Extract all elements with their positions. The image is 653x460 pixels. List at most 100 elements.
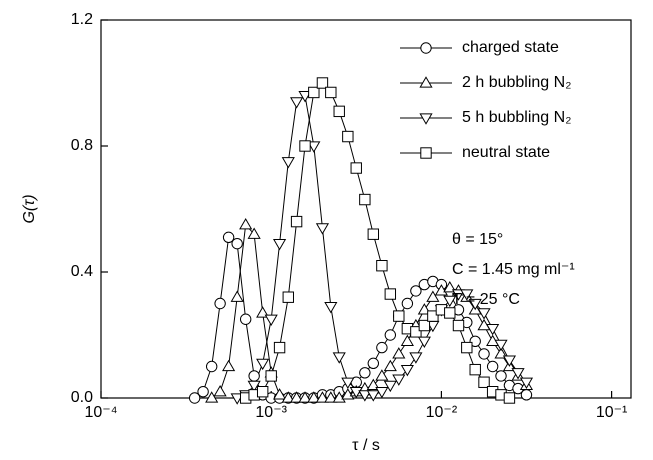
marker <box>392 347 406 359</box>
marker <box>426 290 440 302</box>
marker <box>503 392 516 404</box>
x-axis-label: τ / s <box>352 437 380 454</box>
marker <box>494 339 508 352</box>
marker <box>519 377 534 389</box>
marker <box>341 377 355 389</box>
marker <box>376 260 388 272</box>
marker <box>272 388 287 400</box>
marker <box>256 386 269 398</box>
marker <box>290 391 304 403</box>
marker <box>511 368 525 380</box>
marker <box>341 388 355 400</box>
marker <box>400 364 414 377</box>
marker <box>410 285 422 297</box>
marker <box>400 334 414 346</box>
marker <box>247 227 261 239</box>
marker <box>410 326 422 338</box>
marker <box>375 387 389 399</box>
marker <box>265 370 277 382</box>
marker <box>307 141 321 153</box>
marker <box>264 314 278 326</box>
marker <box>316 77 329 89</box>
marker <box>461 341 473 354</box>
marker <box>350 162 362 174</box>
marker <box>290 215 303 228</box>
marker <box>495 370 507 382</box>
legend-label: 5 h bubbling N₂ <box>462 109 571 126</box>
marker <box>486 324 500 336</box>
x-tick-label: 10⁻³ <box>255 404 287 421</box>
marker <box>349 387 363 399</box>
marker <box>231 237 243 250</box>
marker <box>418 319 431 332</box>
marker <box>477 308 491 320</box>
marker <box>315 223 330 235</box>
marker <box>272 238 287 251</box>
legend-marker <box>420 42 432 54</box>
marker <box>332 391 346 403</box>
marker <box>427 310 439 322</box>
legend-marker <box>420 147 432 159</box>
series-line <box>194 236 527 399</box>
legend-label: 2 h bubbling N₂ <box>462 74 571 91</box>
marker <box>332 352 346 364</box>
marker <box>248 370 260 382</box>
marker <box>401 297 414 310</box>
marker <box>502 355 517 367</box>
legend-marker <box>419 76 433 88</box>
marker <box>358 390 372 402</box>
x-tick-label: 10⁻⁴ <box>84 404 117 421</box>
marker <box>359 193 371 206</box>
marker <box>214 297 226 310</box>
marker <box>384 329 397 341</box>
marker <box>324 391 338 403</box>
marker <box>299 140 311 152</box>
marker <box>383 359 397 372</box>
marker <box>460 289 474 301</box>
x-tick-label: 10⁻¹ <box>596 404 628 421</box>
marker <box>478 376 490 388</box>
marker <box>298 90 312 103</box>
annotation: θ = 15° <box>452 231 503 248</box>
marker <box>444 307 456 319</box>
marker <box>486 360 499 373</box>
marker <box>443 295 457 308</box>
y-tick-label: 1.2 <box>71 11 93 28</box>
marker <box>281 157 295 169</box>
marker <box>452 319 465 332</box>
annotation: T = 25 °C <box>452 291 520 308</box>
legend-marker <box>419 113 433 125</box>
marker <box>282 291 294 303</box>
marker <box>230 290 244 302</box>
marker <box>384 288 397 300</box>
y-tick-label: 0.4 <box>71 263 93 280</box>
marker <box>256 358 270 371</box>
marker <box>205 391 219 403</box>
marker <box>376 341 388 354</box>
marker <box>197 386 209 398</box>
marker <box>366 390 380 402</box>
marker <box>281 391 295 403</box>
marker <box>308 86 320 99</box>
marker <box>213 384 227 397</box>
marker <box>342 130 354 143</box>
marker <box>325 86 337 99</box>
marker <box>324 301 338 314</box>
marker <box>298 391 312 403</box>
marker <box>468 298 482 311</box>
marker <box>188 392 201 404</box>
marker <box>434 284 448 296</box>
y-axis-label: G(τ) <box>21 194 38 223</box>
marker <box>409 352 423 364</box>
marker <box>239 313 252 325</box>
marker <box>307 391 321 403</box>
marker <box>333 105 345 118</box>
marker <box>520 389 533 401</box>
marker <box>290 97 304 109</box>
marker <box>392 374 406 386</box>
marker <box>239 218 253 230</box>
marker <box>315 391 330 403</box>
marker <box>469 363 481 376</box>
marker <box>478 348 490 360</box>
marker <box>451 289 466 301</box>
